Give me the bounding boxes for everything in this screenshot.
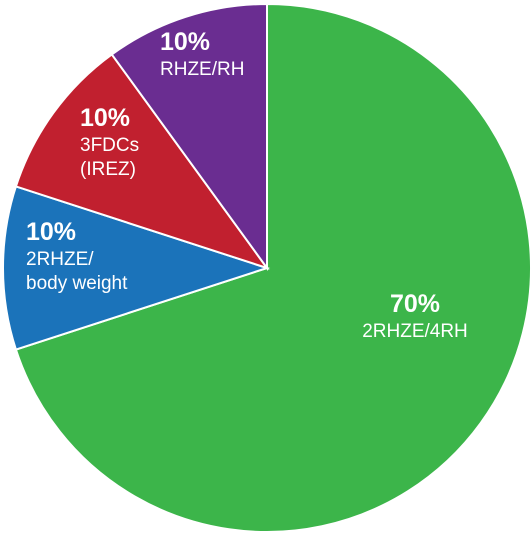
pie-slice bbox=[14, 53, 270, 270]
value-label: 70% bbox=[390, 290, 440, 318]
pie-slice bbox=[110, 2, 268, 272]
value-label: 10% bbox=[26, 218, 76, 246]
category-line: 2RHZE/4RH bbox=[362, 321, 468, 342]
category-label: RHZE/RH bbox=[160, 59, 244, 80]
value-label: 10% bbox=[160, 28, 210, 56]
category-line: RHZE/RH bbox=[160, 59, 244, 80]
category-line: 2RHZE/ bbox=[26, 249, 94, 270]
value-label: 10% bbox=[80, 104, 130, 132]
category-label: 2RHZE/4RH bbox=[362, 321, 468, 342]
category-line: body weight bbox=[26, 273, 128, 294]
category-label: 3FDCs (IREZ) bbox=[80, 135, 139, 180]
category-label: 2RHZE/body weight bbox=[26, 249, 128, 294]
category-line: 3FDCs bbox=[80, 135, 139, 156]
category-line: (IREZ) bbox=[80, 159, 136, 180]
pie-slice bbox=[14, 2, 532, 533]
pie-slice bbox=[2, 185, 271, 351]
